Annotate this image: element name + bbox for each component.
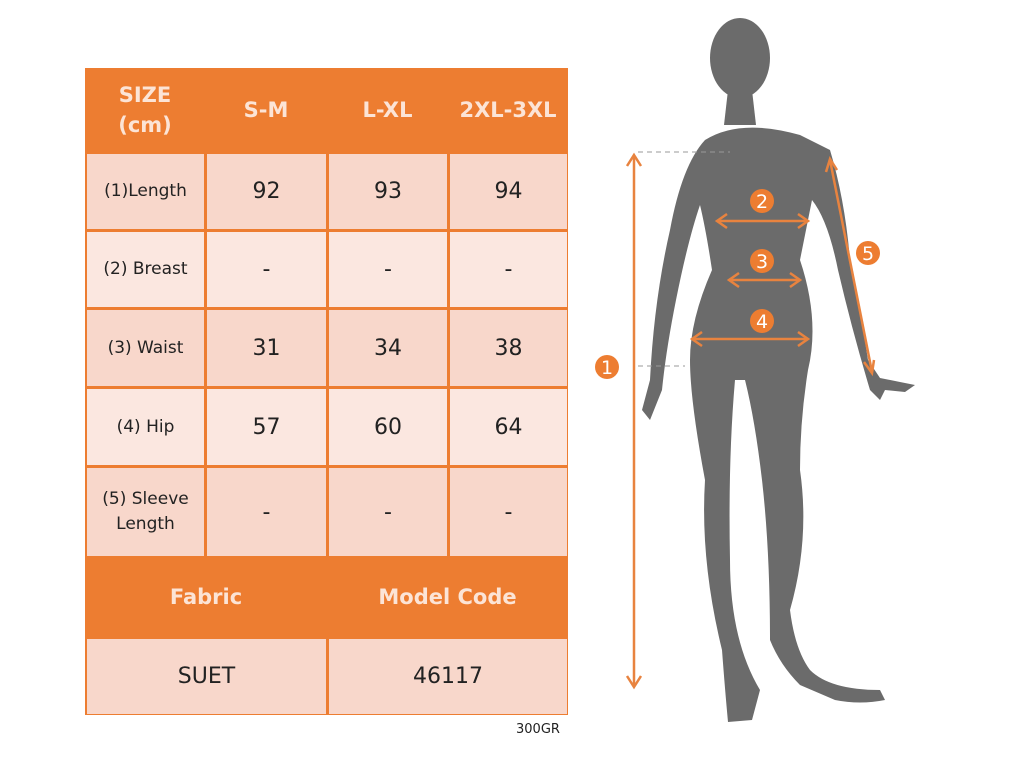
row-label: (4) Hip bbox=[87, 389, 204, 465]
table-cell: 60 bbox=[329, 389, 447, 465]
table-cell: - bbox=[450, 468, 567, 556]
column-header: SIZE (cm) bbox=[118, 83, 172, 137]
table-cell: - bbox=[329, 468, 447, 556]
marker-circle bbox=[750, 309, 774, 333]
weight-note: 300GR bbox=[516, 722, 560, 737]
marker-circle bbox=[750, 249, 774, 273]
column-header: S-M bbox=[243, 98, 289, 122]
table-cell: 93 bbox=[329, 154, 447, 229]
table-cell: - bbox=[329, 232, 447, 307]
marker-number: 4 bbox=[756, 311, 768, 333]
size-chart-table: SIZE (cm) S-M L-XL 2XL-3XL (1)Length 92 93 94 (2… bbox=[85, 68, 568, 715]
sleeve-arrow bbox=[828, 159, 874, 373]
marker-number: 2 bbox=[756, 191, 768, 213]
row-label: (5) Sleeve Length bbox=[87, 468, 204, 556]
fabric-header: Fabric bbox=[169, 585, 243, 609]
fabric-value: SUET bbox=[87, 639, 326, 714]
model-code-value: 46117 bbox=[329, 639, 567, 714]
table-cell: 57 bbox=[207, 389, 326, 465]
column-header: 2XL-3XL bbox=[459, 98, 557, 122]
table-cell: 64 bbox=[450, 389, 567, 465]
table-cell: 94 bbox=[450, 154, 567, 229]
table-cell: - bbox=[207, 232, 326, 307]
table-cell: - bbox=[450, 232, 567, 307]
table-cell: 38 bbox=[450, 310, 567, 386]
marker-number: 1 bbox=[601, 357, 613, 379]
table-cell: - bbox=[207, 468, 326, 556]
row-label: (2) Breast bbox=[87, 232, 204, 307]
marker-number: 3 bbox=[756, 251, 768, 273]
table-cell: 34 bbox=[329, 310, 447, 386]
measurement-lines bbox=[625, 151, 876, 690]
table-cell: 92 bbox=[207, 154, 326, 229]
row-label: (1)Length bbox=[87, 154, 204, 229]
table-cell: 31 bbox=[207, 310, 326, 386]
column-header: L-XL bbox=[362, 98, 413, 122]
marker-circle bbox=[856, 241, 880, 265]
marker-circle bbox=[595, 355, 619, 379]
marker-number: 5 bbox=[862, 243, 874, 265]
marker-circle bbox=[750, 189, 774, 213]
model-code-header: Model Code bbox=[378, 585, 517, 609]
markers: 1 2 3 4 5 bbox=[595, 189, 880, 379]
silhouette bbox=[642, 18, 915, 723]
row-label: (3) Waist bbox=[87, 310, 204, 386]
